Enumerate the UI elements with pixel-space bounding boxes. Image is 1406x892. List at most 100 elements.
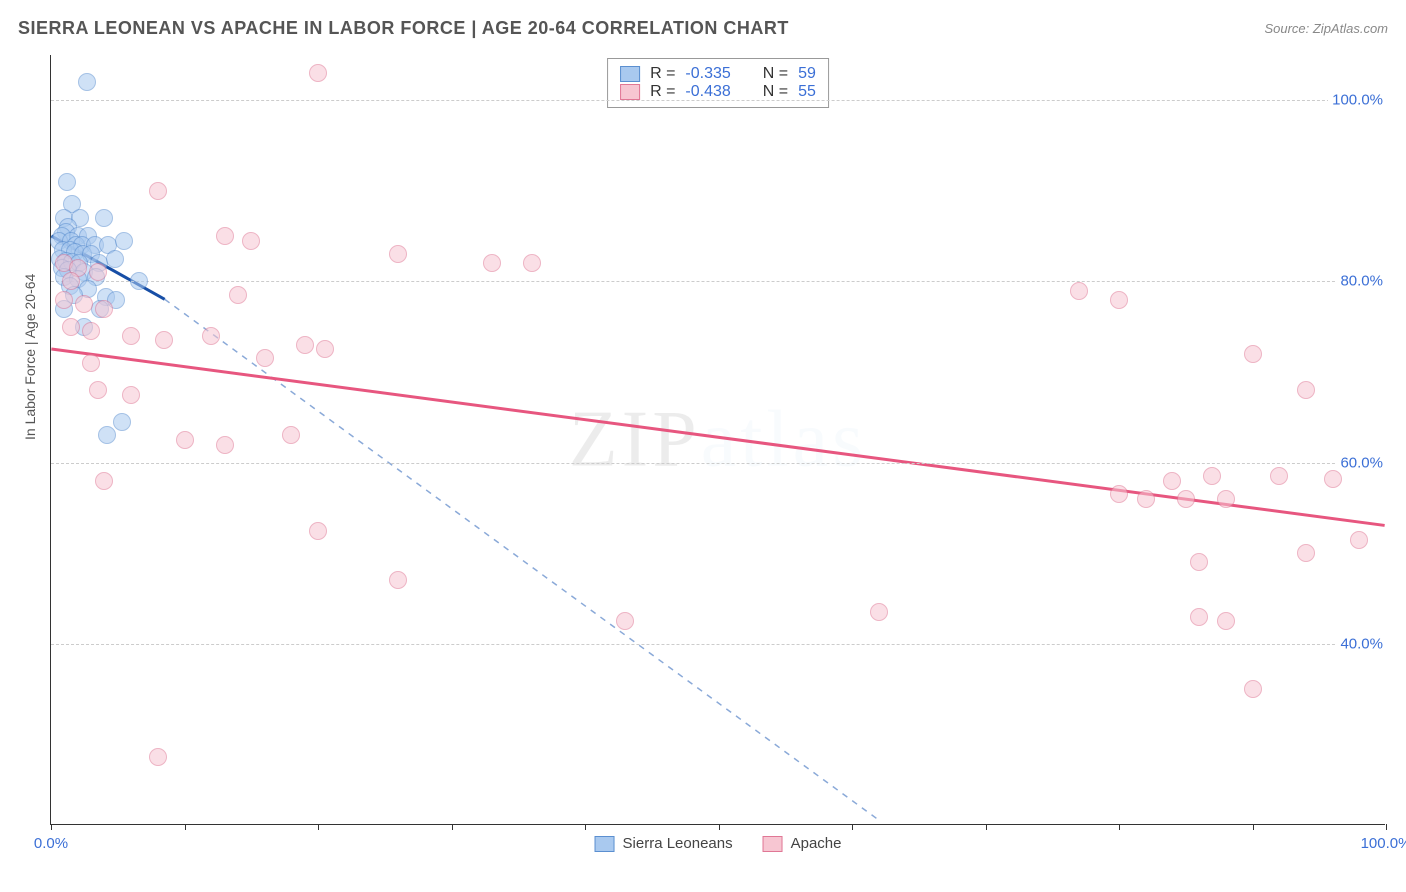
- series-legend: Sierra Leoneans Apache: [595, 835, 842, 852]
- trend-lines: [51, 55, 1385, 824]
- y-axis-label: In Labor Force | Age 20-64: [22, 274, 38, 440]
- scatter-point: [1324, 470, 1342, 488]
- scatter-point: [616, 612, 634, 630]
- r-value: -0.335: [685, 65, 730, 83]
- n-value: 59: [798, 65, 816, 83]
- scatter-point: [1190, 608, 1208, 626]
- xtick-label: 0.0%: [34, 835, 68, 852]
- scatter-point: [229, 286, 247, 304]
- r-label: R =: [650, 65, 675, 83]
- legend-swatch: [620, 66, 640, 82]
- r-value: -0.438: [685, 83, 730, 101]
- scatter-point: [62, 318, 80, 336]
- scatter-point: [1270, 467, 1288, 485]
- scatter-point: [1217, 612, 1235, 630]
- scatter-point: [523, 254, 541, 272]
- scatter-point: [1244, 680, 1262, 698]
- scatter-point: [1110, 291, 1128, 309]
- watermark: ZIPatlas: [569, 394, 868, 485]
- xtick: [719, 824, 720, 830]
- xtick: [185, 824, 186, 830]
- scatter-point: [176, 431, 194, 449]
- xtick: [318, 824, 319, 830]
- scatter-point: [216, 227, 234, 245]
- n-label: N =: [763, 65, 788, 83]
- stat-legend-row: R = -0.438 N = 55: [620, 83, 816, 101]
- xtick: [585, 824, 586, 830]
- xtick: [1386, 824, 1387, 830]
- scatter-point: [1217, 490, 1235, 508]
- scatter-point: [89, 263, 107, 281]
- xtick: [986, 824, 987, 830]
- scatter-point: [202, 327, 220, 345]
- scatter-point: [1177, 490, 1195, 508]
- scatter-point: [216, 436, 234, 454]
- scatter-point: [155, 331, 173, 349]
- stat-legend-row: R = -0.335 N = 59: [620, 65, 816, 83]
- series-label: Apache: [791, 835, 842, 852]
- scatter-point: [483, 254, 501, 272]
- series-legend-item: Sierra Leoneans: [595, 835, 733, 852]
- scatter-point: [1137, 490, 1155, 508]
- gridline: [51, 644, 1385, 645]
- scatter-point: [113, 413, 131, 431]
- scatter-point: [95, 300, 113, 318]
- scatter-point: [316, 340, 334, 358]
- n-label: N =: [763, 83, 788, 101]
- watermark-prefix: ZIP: [569, 395, 701, 483]
- scatter-point: [95, 472, 113, 490]
- scatter-point: [309, 522, 327, 540]
- xtick: [852, 824, 853, 830]
- gridline: [51, 100, 1385, 101]
- scatter-point: [55, 291, 73, 309]
- legend-swatch: [763, 836, 783, 852]
- scatter-point: [95, 209, 113, 227]
- r-label: R =: [650, 83, 675, 101]
- scatter-point: [1110, 485, 1128, 503]
- scatter-point: [1297, 544, 1315, 562]
- scatter-point: [1163, 472, 1181, 490]
- scatter-point: [256, 349, 274, 367]
- scatter-point: [98, 426, 116, 444]
- scatter-point: [282, 426, 300, 444]
- scatter-point: [78, 73, 96, 91]
- scatter-point: [58, 173, 76, 191]
- scatter-point: [1297, 381, 1315, 399]
- gridline: [51, 463, 1385, 464]
- plot-area: ZIPatlas R = -0.335 N = 59 R = -0.438 N = 5…: [50, 55, 1385, 825]
- scatter-point: [870, 603, 888, 621]
- scatter-point: [296, 336, 314, 354]
- xtick-label: 100.0%: [1361, 835, 1406, 852]
- scatter-point: [122, 386, 140, 404]
- ytick-label: 80.0%: [1336, 273, 1387, 290]
- xtick: [51, 824, 52, 830]
- scatter-point: [115, 232, 133, 250]
- scatter-point: [89, 381, 107, 399]
- n-value: 55: [798, 83, 816, 101]
- xtick: [1253, 824, 1254, 830]
- scatter-point: [309, 64, 327, 82]
- scatter-point: [242, 232, 260, 250]
- watermark-suffix: atlas: [701, 395, 868, 483]
- scatter-point: [1190, 553, 1208, 571]
- scatter-point: [149, 748, 167, 766]
- scatter-point: [1244, 345, 1262, 363]
- series-label: Sierra Leoneans: [623, 835, 733, 852]
- source-text: Source: ZipAtlas.com: [1264, 21, 1388, 36]
- scatter-point: [106, 250, 124, 268]
- scatter-point: [75, 295, 93, 313]
- xtick: [452, 824, 453, 830]
- scatter-point: [1350, 531, 1368, 549]
- xtick: [1119, 824, 1120, 830]
- ytick-label: 60.0%: [1336, 454, 1387, 471]
- scatter-point: [149, 182, 167, 200]
- ytick-label: 40.0%: [1336, 635, 1387, 652]
- scatter-point: [130, 272, 148, 290]
- scatter-point: [82, 322, 100, 340]
- legend-swatch: [620, 84, 640, 100]
- series-legend-item: Apache: [763, 835, 842, 852]
- scatter-point: [82, 354, 100, 372]
- gridline: [51, 281, 1385, 282]
- scatter-point: [62, 272, 80, 290]
- legend-swatch: [595, 836, 615, 852]
